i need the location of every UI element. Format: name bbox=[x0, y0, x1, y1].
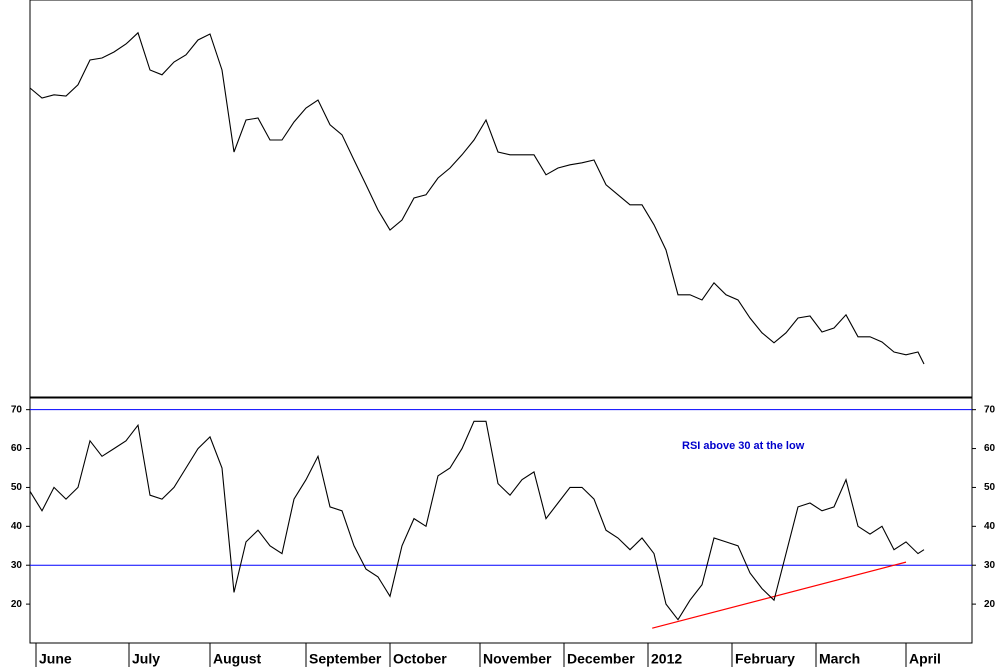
y-tick-label: 30 bbox=[984, 560, 996, 571]
trendline bbox=[652, 561, 907, 629]
y-tick-label: 70 bbox=[11, 404, 23, 415]
y-tick-label: 50 bbox=[984, 482, 996, 493]
price-panel bbox=[29, 0, 973, 398]
x-tick-label: March bbox=[819, 651, 860, 667]
rsi-panel bbox=[29, 397, 973, 644]
y-tick-label: 60 bbox=[984, 443, 996, 454]
price-line bbox=[29, 420, 925, 621]
y-tick-label: 20 bbox=[11, 599, 23, 610]
y-tick-label: 30 bbox=[11, 560, 23, 571]
y-tick-label: 20 bbox=[984, 599, 996, 610]
y-tick-label: 50 bbox=[11, 482, 23, 493]
x-tick-label: April bbox=[909, 651, 941, 667]
x-tick-label: 2012 bbox=[651, 651, 682, 667]
x-tick-label: November bbox=[483, 651, 552, 667]
x-tick-label: August bbox=[213, 651, 262, 667]
y-tick-label: 60 bbox=[11, 443, 23, 454]
x-tick-label: October bbox=[393, 651, 447, 667]
x-tick-label: December bbox=[567, 651, 635, 667]
x-tick-label: September bbox=[309, 651, 382, 667]
annotation: RSI above 30 at the low bbox=[682, 440, 805, 452]
price-line bbox=[29, 31, 925, 365]
y-tick-label: 70 bbox=[984, 404, 996, 415]
x-tick-label: June bbox=[39, 651, 72, 667]
y-tick-label: 40 bbox=[984, 521, 996, 532]
x-tick-label: July bbox=[132, 651, 160, 667]
y-tick-label: 40 bbox=[11, 521, 23, 532]
x-tick-label: February bbox=[735, 651, 795, 667]
